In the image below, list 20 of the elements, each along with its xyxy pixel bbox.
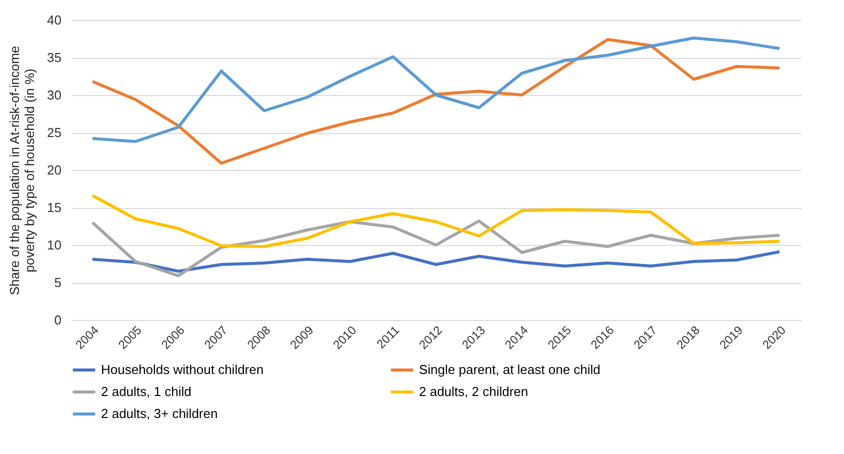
legend-label: Households without children — [101, 362, 264, 377]
y-tick-label: 5 — [54, 275, 62, 290]
legend-label: Single parent, at least one child — [419, 362, 600, 377]
legend-label: 2 adults, 1 child — [101, 384, 192, 399]
y-tick-label: 15 — [47, 200, 62, 215]
y-tick-label: 25 — [47, 125, 62, 140]
line-series — [90, 194, 782, 248]
y-tick-label: 10 — [47, 238, 62, 252]
y-tick-label: 40 — [47, 12, 62, 28]
y-tick-label: 20 — [47, 162, 62, 178]
y-tick-label: 35 — [47, 50, 62, 65]
line-series — [90, 36, 782, 143]
y-axis-title: Share of the population in At-risk-of-income poverty by type of household (in %) — [7, 46, 38, 296]
line-series — [90, 220, 782, 278]
legend-label: 2 adults, 2 children — [419, 384, 528, 399]
y-tick-label: 30 — [47, 88, 62, 102]
y-tick-label: 0 — [54, 312, 62, 328]
legend-label: 2 adults, 3+ children — [101, 406, 218, 421]
line-series — [90, 250, 782, 273]
line-series — [90, 38, 782, 165]
